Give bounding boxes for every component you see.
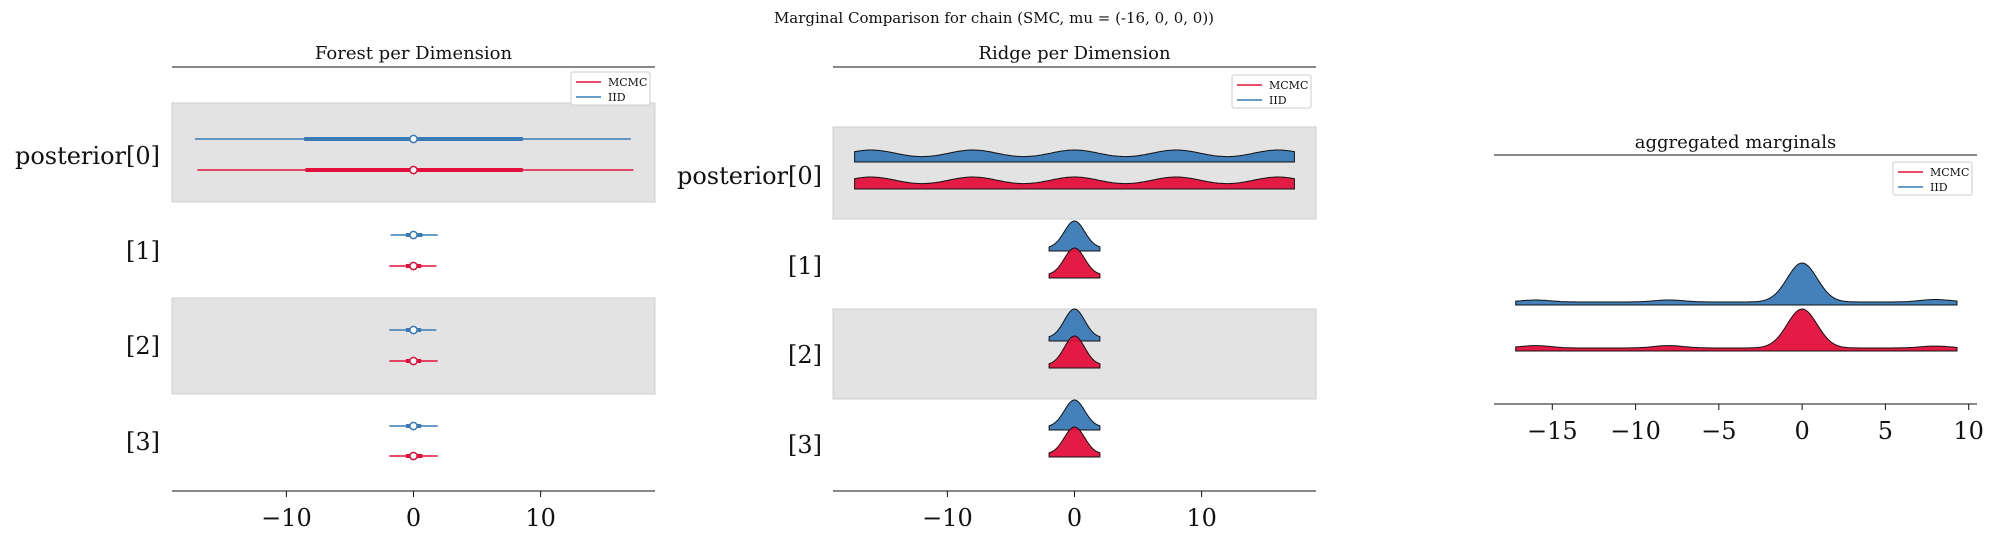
x-tick-label: −10 xyxy=(1610,417,1661,445)
x-tick-label: 10 xyxy=(1186,504,1217,532)
row-label: [1] xyxy=(126,237,160,265)
x-tick-label: −15 xyxy=(1527,417,1578,445)
density-ridge-mcmc xyxy=(854,176,1295,190)
figure-title: Marginal Comparison for chain (SMC, mu =… xyxy=(774,9,1214,27)
density-ridge-mcmc xyxy=(1515,308,1958,352)
density-ridge-mcmc xyxy=(1048,426,1101,458)
legend-label-iid: IID xyxy=(1269,94,1287,107)
x-tick-label: 10 xyxy=(1953,417,1984,445)
x-tick-label: 10 xyxy=(525,504,556,532)
density-ridge-iid xyxy=(1515,262,1958,306)
density-ridge-iid xyxy=(854,149,1295,163)
legend-label-mcmc: MCMC xyxy=(1269,79,1308,92)
density-ridge-iid xyxy=(1048,220,1101,252)
legend-label-iid: IID xyxy=(608,91,626,104)
density-ridge-iid xyxy=(1048,399,1101,431)
legend-label-mcmc: MCMC xyxy=(608,76,647,89)
panel-title: Ridge per Dimension xyxy=(978,43,1171,64)
median-point-mcmc xyxy=(409,451,418,461)
x-tick-label: −10 xyxy=(922,504,973,532)
median-point-iid xyxy=(409,134,418,144)
row-label: [2] xyxy=(788,341,822,369)
x-tick-label: 0 xyxy=(1067,504,1082,532)
ridge-panel: Ridge per Dimension posterior[0] [1] [2] [3]… xyxy=(677,43,1317,532)
aggregated-panel: aggregated marginals MCMC IID −15 −10 −5 0 5 10 xyxy=(1494,132,1984,445)
row-label: posterior[0] xyxy=(677,162,822,190)
x-tick-label: 0 xyxy=(1794,417,1809,445)
median-point-mcmc xyxy=(409,261,418,271)
density-ridge-mcmc xyxy=(1048,335,1101,369)
legend-label-iid: IID xyxy=(1930,181,1948,194)
row-label: [1] xyxy=(788,252,822,280)
median-point-iid xyxy=(409,230,418,240)
median-point-mcmc xyxy=(409,356,418,366)
row-label: [3] xyxy=(126,428,160,456)
density-ridge-mcmc xyxy=(1048,247,1101,279)
panel-title: aggregated marginals xyxy=(1635,132,1836,153)
x-tick-label: −10 xyxy=(261,504,312,532)
row-label: [2] xyxy=(126,332,160,360)
median-point-iid xyxy=(409,325,418,335)
row-band xyxy=(832,126,1317,220)
panel-title: Forest per Dimension xyxy=(315,43,513,64)
row-band xyxy=(171,297,656,395)
median-point-mcmc xyxy=(409,165,418,175)
legend-label-mcmc: MCMC xyxy=(1930,166,1969,179)
row-band xyxy=(171,102,656,203)
row-label: [3] xyxy=(788,431,822,459)
density-ridge-iid xyxy=(1048,308,1101,342)
median-point-iid xyxy=(409,421,418,431)
forest-panel: Forest per Dimension posterior[0] [1] [2] [3… xyxy=(15,43,656,532)
row-label: posterior[0] xyxy=(15,142,160,170)
x-tick-label: −5 xyxy=(1701,417,1736,445)
x-tick-label: 0 xyxy=(406,504,421,532)
x-tick-label: 5 xyxy=(1878,417,1893,445)
